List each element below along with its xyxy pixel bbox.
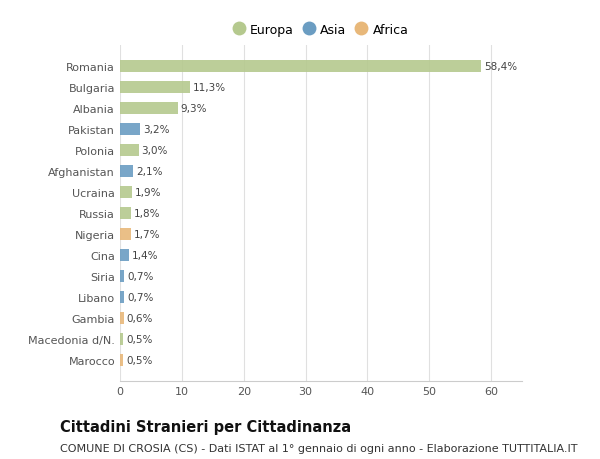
Text: 2,1%: 2,1%: [136, 167, 163, 177]
Text: 11,3%: 11,3%: [193, 83, 226, 93]
Text: 1,9%: 1,9%: [135, 188, 161, 197]
Text: 0,5%: 0,5%: [126, 355, 152, 365]
Bar: [120, 61, 481, 73]
Legend: Europa, Asia, Africa: Europa, Asia, Africa: [229, 19, 413, 42]
Bar: [120, 333, 123, 345]
Bar: [120, 145, 139, 157]
Bar: [120, 207, 131, 219]
Text: 0,5%: 0,5%: [126, 334, 152, 344]
Text: 0,7%: 0,7%: [127, 271, 154, 281]
Text: 1,7%: 1,7%: [134, 230, 160, 239]
Bar: [120, 82, 190, 94]
Bar: [120, 187, 132, 198]
Text: 9,3%: 9,3%: [181, 104, 207, 114]
Bar: [120, 103, 178, 114]
Bar: [120, 250, 128, 261]
Text: Cittadini Stranieri per Cittadinanza: Cittadini Stranieri per Cittadinanza: [60, 419, 351, 434]
Bar: [120, 291, 124, 303]
Text: COMUNE DI CROSIA (CS) - Dati ISTAT al 1° gennaio di ogni anno - Elaborazione TUT: COMUNE DI CROSIA (CS) - Dati ISTAT al 1°…: [60, 443, 577, 453]
Bar: [120, 354, 123, 366]
Bar: [120, 313, 124, 324]
Bar: [120, 229, 131, 240]
Text: 58,4%: 58,4%: [484, 62, 517, 72]
Text: 3,2%: 3,2%: [143, 125, 169, 134]
Bar: [120, 270, 124, 282]
Bar: [120, 124, 140, 135]
Text: 3,0%: 3,0%: [142, 146, 168, 156]
Text: 0,7%: 0,7%: [127, 292, 154, 302]
Text: 0,6%: 0,6%: [127, 313, 153, 323]
Text: 1,8%: 1,8%: [134, 208, 161, 218]
Text: 1,4%: 1,4%: [132, 250, 158, 260]
Bar: [120, 166, 133, 177]
